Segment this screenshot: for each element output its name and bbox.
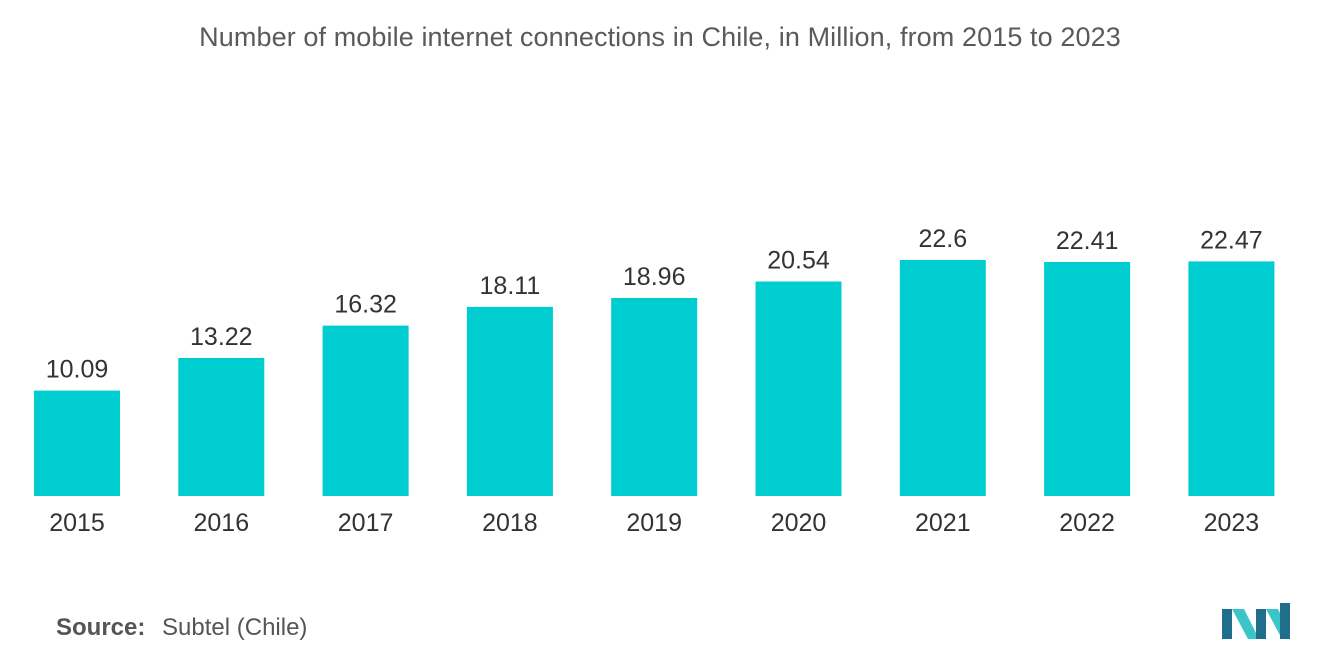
bar-2021 bbox=[899, 260, 986, 496]
bar-2019 bbox=[611, 298, 698, 496]
data-label-2022: 22.41 bbox=[1056, 227, 1119, 255]
bar-2015 bbox=[34, 390, 120, 496]
x-tick-label-2017: 2017 bbox=[338, 509, 394, 537]
x-tick-label-2019: 2019 bbox=[626, 509, 682, 537]
mordor-intelligence-logo-icon bbox=[1222, 603, 1290, 639]
data-label-2019: 18.96 bbox=[623, 263, 686, 291]
source-text: Subtel (Chile) bbox=[162, 614, 308, 641]
bar-2023 bbox=[1188, 261, 1275, 496]
bars-group bbox=[34, 260, 1275, 496]
x-tick-label-2020: 2020 bbox=[771, 509, 827, 537]
x-tick-label-2021: 2021 bbox=[915, 509, 971, 537]
x-tick-label-2022: 2022 bbox=[1059, 509, 1115, 537]
bar-2020 bbox=[755, 281, 842, 496]
bar-2022 bbox=[1044, 262, 1131, 496]
x-tick-label-2016: 2016 bbox=[193, 509, 249, 537]
x-axis-tick-labels: 2015 2016 2017 2018 2019 2020 2021 2022 2023 bbox=[49, 509, 1259, 537]
bar-2018 bbox=[466, 306, 553, 496]
data-label-2016: 13.22 bbox=[190, 323, 253, 351]
x-tick-label-2018: 2018 bbox=[482, 509, 538, 537]
data-label-2021: 22.6 bbox=[918, 225, 967, 253]
bar-chart: 10.09 13.22 16.32 18.11 18.96 20.54 22.6 22.41 2… bbox=[34, 225, 1275, 537]
data-label-2015: 10.09 bbox=[46, 356, 109, 384]
x-tick-label-2023: 2023 bbox=[1204, 509, 1260, 537]
x-tick-label-2015: 2015 bbox=[49, 509, 105, 537]
bar-2016 bbox=[178, 358, 265, 496]
value-labels-group: 10.09 13.22 16.32 18.11 18.96 20.54 22.6 22.41 2… bbox=[46, 225, 1263, 384]
data-label-2020: 20.54 bbox=[767, 247, 830, 275]
data-label-2017: 16.32 bbox=[334, 291, 397, 319]
source-note: Source: Subtel (Chile) bbox=[56, 614, 307, 642]
data-label-2023: 22.47 bbox=[1200, 226, 1263, 254]
data-label-2018: 18.11 bbox=[480, 272, 541, 300]
bar-2017 bbox=[322, 325, 409, 496]
chart-title: Number of mobile internet connections in… bbox=[199, 22, 1121, 52]
source-label: Source: bbox=[56, 614, 146, 641]
